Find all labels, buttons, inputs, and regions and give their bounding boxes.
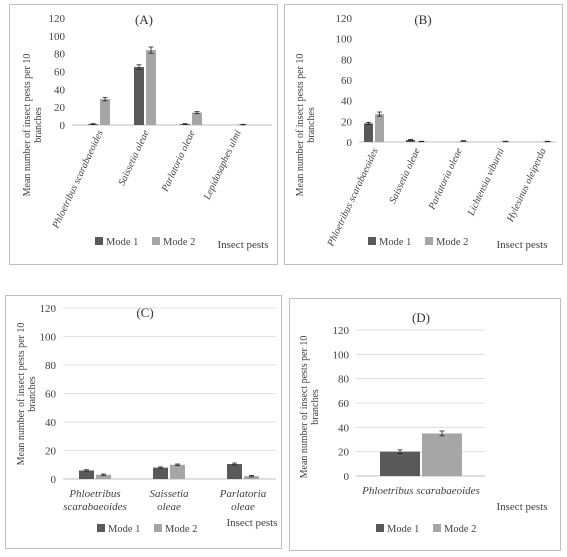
y-tick-label: 40 [54, 84, 66, 96]
bar-mode-1 [134, 67, 144, 125]
x-tick-label: Parlatoria oleae [159, 128, 198, 194]
x-tick-label: Phloetribus scarabaeoides [50, 129, 106, 232]
x-tick-label: Parlatoria oleae [426, 146, 465, 212]
y-axis-label: Mean number of insect pests per 10branch… [295, 54, 317, 197]
legend-swatch [154, 524, 162, 532]
y-tick-label: 120 [40, 303, 57, 315]
y-tick-label: 80 [54, 49, 66, 61]
bar-mode-2 [375, 114, 384, 142]
x-tick-label: Hylesinus oleiperda [505, 147, 549, 225]
y-tick-label: 100 [40, 332, 57, 344]
x-tick-label: Phloetribus scarabaeoides [63, 488, 127, 513]
y-tick-label: 120 [333, 325, 350, 337]
y-tick-label: 100 [49, 31, 66, 43]
x-tick-label: Saissetia oleae [149, 488, 189, 513]
y-tick-label: 20 [45, 446, 57, 458]
panel-title: (B) [414, 12, 431, 27]
y-tick-label: 100 [333, 349, 350, 361]
y-tick-label: 80 [338, 374, 350, 386]
legend-label: Mode 2 [444, 524, 476, 535]
y-tick-label: 20 [338, 447, 350, 459]
legend-swatch [425, 237, 433, 245]
bar-mode-2 [192, 112, 202, 125]
legend-swatch [95, 237, 103, 245]
y-tick-label: 40 [341, 96, 353, 108]
chart-panel-d [289, 298, 561, 551]
y-axis-label: Mean number of insect pests per 10branch… [22, 54, 44, 197]
legend-swatch [433, 524, 441, 532]
y-tick-label: 120 [336, 13, 353, 25]
x-tick-label: Parlatoria oleae [219, 488, 267, 513]
y-tick-label: 40 [338, 422, 350, 434]
x-tick-label: Saissetia oleae [117, 128, 152, 187]
y-tick-label: 0 [60, 120, 66, 132]
legend-swatch [368, 237, 376, 245]
bar-mode-2 [170, 464, 185, 479]
legend-swatch [152, 237, 160, 245]
y-tick-label: 0 [51, 474, 57, 486]
bar-mode-2 [422, 433, 462, 476]
y-tick-label: 60 [45, 389, 57, 401]
x-tick-label: Lepidosaphes ulmi [202, 128, 244, 202]
y-tick-label: 0 [347, 137, 353, 149]
y-tick-label: 120 [49, 13, 66, 25]
legend-swatch [97, 524, 105, 532]
bar-mode-2 [146, 50, 156, 125]
legend-label: Mode 2 [165, 524, 197, 535]
y-tick-label: 60 [54, 67, 66, 79]
x-tick-label: Saissetia oleae [388, 146, 423, 205]
bar-mode-1 [79, 470, 94, 479]
y-tick-label: 40 [45, 417, 57, 429]
panel-title: (C) [136, 305, 153, 320]
panel-title: (D) [412, 310, 430, 325]
y-axis-label: Mean number of insect pests per 10branch… [299, 336, 321, 479]
chart-panel-b [284, 4, 563, 265]
panel-title: (A) [135, 12, 153, 27]
bar-mode-1 [380, 451, 420, 476]
bar-mode-2 [244, 476, 259, 479]
chart-panel-a [9, 4, 278, 265]
legend-label: Mode 1 [379, 237, 411, 248]
x-axis-label: Insect pests [217, 239, 268, 251]
y-tick-label: 100 [336, 34, 353, 46]
y-tick-label: 0 [344, 471, 350, 483]
bar-mode-1 [364, 123, 373, 142]
x-axis-label: Insect pests [496, 501, 547, 513]
x-tick-label: Phloetribus scarabaeoides [361, 485, 480, 497]
y-tick-label: 20 [341, 116, 353, 128]
legend-label: Mode 1 [106, 237, 138, 248]
y-tick-label: 60 [341, 75, 353, 87]
legend-swatch [376, 524, 384, 532]
bar-mode-1 [406, 139, 415, 142]
legend-label: Mode 2 [436, 237, 468, 248]
bar-mode-2 [96, 474, 111, 479]
x-axis-label: Insect pests [226, 517, 277, 529]
y-axis-label: Mean number of insect pests per 10branch… [16, 323, 38, 466]
legend-label: Mode 1 [387, 524, 419, 535]
y-tick-label: 80 [341, 54, 353, 66]
x-tick-label: Lichtensia viburni [465, 146, 506, 218]
bar-mode-2 [100, 99, 110, 125]
legend-label: Mode 2 [163, 237, 195, 248]
legend-label: Mode 1 [108, 524, 140, 535]
bar-mode-1 [227, 464, 242, 479]
bar-mode-1 [153, 467, 168, 479]
y-tick-label: 80 [45, 360, 57, 372]
y-tick-label: 60 [338, 398, 350, 410]
x-tick-label: Phloetribus scarabaeoides [325, 147, 381, 250]
y-tick-label: 20 [54, 102, 66, 114]
x-axis-label: Insect pests [496, 239, 547, 251]
